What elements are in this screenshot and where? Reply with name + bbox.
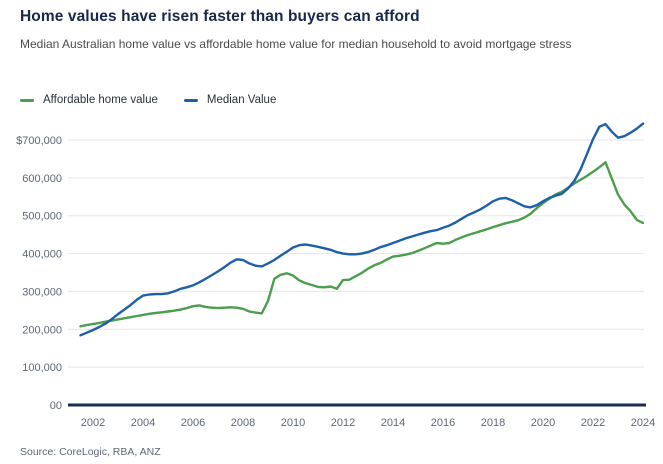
x-tick-label: 2018 <box>481 417 505 429</box>
x-tick-label: 2002 <box>81 417 105 429</box>
y-tick-label: 200,000 <box>22 324 62 336</box>
x-tick-label: 2016 <box>431 417 455 429</box>
x-tick-label: 2020 <box>531 417 555 429</box>
y-tick-label: $700,000 <box>16 135 62 147</box>
y-tick-label: 600,000 <box>22 173 62 185</box>
legend-swatch-green <box>20 98 34 102</box>
series-line-median-value <box>79 122 645 337</box>
legend-swatch-blue <box>183 98 198 102</box>
source-note: Source: CoreLogic, RBA, ANZ <box>20 446 161 458</box>
chart-title: Home values have risen faster than buyer… <box>20 8 420 25</box>
x-tick-label: 2024 <box>631 417 655 429</box>
x-tick-label: 2006 <box>181 417 205 429</box>
x-tick-label: 2008 <box>231 417 255 429</box>
legend-label-affordable-home-value: Affordable home value <box>43 94 158 106</box>
x-tick-label: 2014 <box>381 417 405 429</box>
y-tick-label: 100,000 <box>22 362 62 374</box>
x-tick-label: 2022 <box>581 417 605 429</box>
x-tick-label: 2004 <box>131 417 155 429</box>
legend-item-affordable-home-value: Affordable home value <box>20 94 158 106</box>
y-tick-label: 400,000 <box>22 249 62 261</box>
x-tick-label: 2010 <box>281 417 305 429</box>
y-tick-label: 00 <box>50 400 62 412</box>
y-tick-label: 300,000 <box>22 286 62 298</box>
legend-label-median-value: Median Value <box>206 94 277 106</box>
x-tick-label: 2012 <box>331 417 355 429</box>
legend-item-median-value: Median Value <box>183 94 277 106</box>
series-line-affordable-home-value <box>79 161 645 328</box>
chart-subtitle: Median Australian home value vs affordab… <box>20 37 572 51</box>
y-tick-label: 500,000 <box>22 211 62 223</box>
chart-legend: Affordable home value Median Value <box>20 94 276 106</box>
